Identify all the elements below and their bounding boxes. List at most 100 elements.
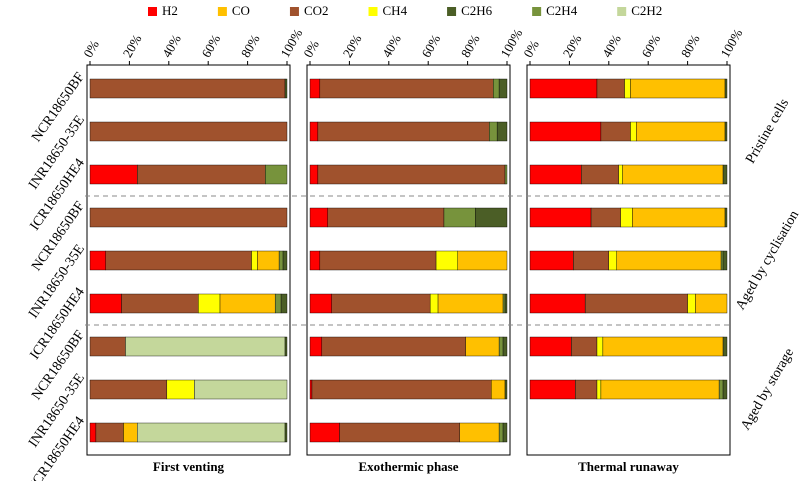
bar-segment — [309, 336, 323, 357]
bar-segment — [311, 379, 492, 400]
panel-title: Thermal runaway — [578, 459, 679, 474]
row-label: INR18650-35E — [26, 371, 88, 450]
bar-segment — [278, 250, 284, 271]
bar-segment — [722, 250, 728, 271]
bar-segment — [718, 379, 724, 400]
x-tick-label: 20% — [560, 32, 585, 60]
bar-segment — [630, 78, 726, 99]
bar-segment — [284, 422, 288, 443]
x-tick-label: 80% — [678, 32, 703, 60]
bar-segment — [498, 336, 504, 357]
bar-segment — [529, 207, 592, 228]
bar-segment — [620, 207, 633, 228]
x-tick-label: 40% — [379, 32, 404, 60]
bar-segment — [89, 422, 97, 443]
bar-segment — [166, 379, 195, 400]
bar-segment — [596, 336, 604, 357]
legend-swatch — [217, 7, 227, 16]
bar-segment — [596, 78, 625, 99]
bar-segment — [89, 250, 106, 271]
bar-segment — [331, 293, 431, 314]
bar-segment — [219, 293, 276, 314]
x-tick-label: 100% — [497, 26, 525, 60]
bar-segment — [504, 164, 508, 185]
bar-segment — [630, 121, 637, 142]
panel-title: First venting — [153, 459, 225, 474]
x-tick-label: 80% — [238, 32, 263, 60]
bar-segment — [317, 121, 490, 142]
bar-segment — [429, 293, 439, 314]
bar-segment — [339, 422, 460, 443]
bar-segment — [502, 293, 506, 314]
x-tick-label: 60% — [418, 32, 443, 60]
bar-segment — [194, 379, 288, 400]
bar-segment — [590, 207, 621, 228]
bar-segment — [89, 379, 168, 400]
legend-label: H2 — [162, 3, 178, 18]
x-tick-label: 20% — [340, 32, 365, 60]
bar-segment — [89, 164, 138, 185]
bar-segment — [457, 250, 508, 271]
legend-swatch — [447, 7, 457, 16]
bar-segment — [89, 336, 126, 357]
x-tick-label: 100% — [277, 26, 305, 60]
bar-segment — [89, 207, 288, 228]
bar-segment — [309, 121, 319, 142]
bar-segment — [722, 336, 728, 357]
bar-segment — [724, 121, 728, 142]
bar-segment — [600, 121, 631, 142]
bar-segment — [571, 336, 598, 357]
bar-segment — [459, 422, 500, 443]
bar-segment — [123, 422, 138, 443]
bar-segment — [504, 379, 508, 400]
bar-segment — [493, 78, 500, 99]
bar-segment — [95, 422, 124, 443]
bar-segment — [125, 336, 286, 357]
bar-segment — [596, 379, 602, 400]
bar-segment — [319, 78, 494, 99]
x-tick-label: 0% — [300, 37, 322, 60]
x-tick-label: 60% — [638, 32, 663, 60]
bar-segment — [309, 422, 340, 443]
panel-title: Exothermic phase — [358, 459, 458, 474]
bar-segment — [89, 78, 286, 99]
bar-segment — [602, 336, 724, 357]
bar-segment — [137, 164, 266, 185]
bar-segment — [257, 250, 280, 271]
x-tick-label: 40% — [159, 32, 184, 60]
row-label: INR18650-35E — [26, 242, 88, 321]
bar-segment — [319, 250, 437, 271]
bar-segment — [496, 121, 508, 142]
bar-segment — [581, 164, 619, 185]
bar-segment — [498, 78, 508, 99]
bar-segment — [280, 293, 288, 314]
x-tick-label: 0% — [80, 37, 102, 60]
row-group-label: Aged by cyclisation — [733, 208, 800, 312]
bar-segment — [618, 164, 623, 185]
bar-segment — [251, 250, 258, 271]
bar-segment — [121, 293, 199, 314]
bar-segment — [529, 336, 572, 357]
bar-segment — [600, 379, 720, 400]
row-group-label: Aged by storage — [738, 346, 797, 433]
bar-segment — [624, 78, 631, 99]
bar-segment — [632, 207, 726, 228]
row-group-label: Pristine cells — [743, 96, 792, 166]
bar-segment — [622, 164, 724, 185]
bar-segment — [529, 250, 574, 271]
bar-segment — [309, 293, 332, 314]
bar-segment — [608, 250, 617, 271]
bar-segment — [198, 293, 221, 314]
bar-segment — [435, 250, 458, 271]
bar-segment — [309, 379, 313, 400]
row-label: INR18650-35E — [26, 113, 88, 192]
legend-label: C2H2 — [631, 3, 662, 18]
bar-segment — [616, 250, 722, 271]
bar-segment — [282, 250, 288, 271]
legend-swatch — [368, 7, 378, 16]
bar-segment — [321, 336, 466, 357]
bar-segment — [265, 164, 288, 185]
bar-segment — [137, 422, 286, 443]
legend-label: CO2 — [304, 3, 329, 18]
